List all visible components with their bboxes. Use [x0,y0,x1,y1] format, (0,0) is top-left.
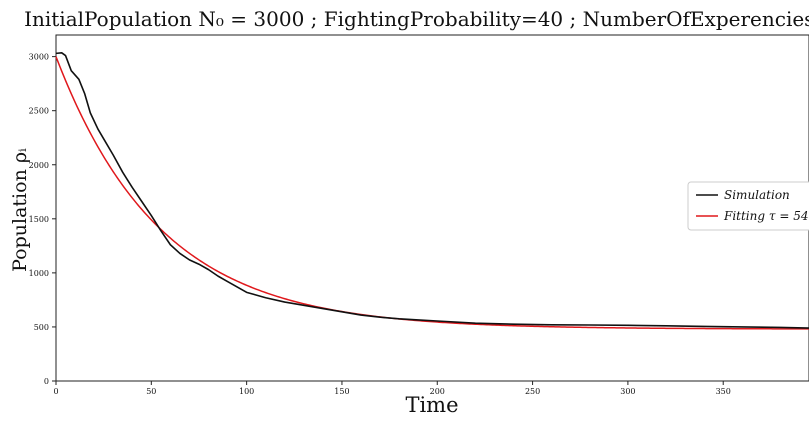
legend-box [687,181,809,231]
legend: Simulation Fitting τ = 54.7 [687,181,809,231]
series-line-simulation [55,52,809,329]
y-tick-label: 2000 [29,161,49,170]
plot-area [55,34,809,382]
x-tick-label: 250 [525,387,540,396]
y-tick-label: 2500 [29,107,49,116]
x-tick-label: 150 [334,387,349,396]
series-line-fitting [55,56,809,330]
y-axis: 0 500 1000 1500 2000 2500 3000 [29,53,56,386]
x-tick-label: 200 [430,387,445,396]
legend-label-fitting: Fitting τ = 54.7 [723,209,809,223]
x-tick-label: 100 [239,387,254,396]
y-axis-label: Population ρᵢ [9,148,31,272]
series-layer [55,52,809,330]
y-tick-label: 1000 [29,269,49,278]
legend-label-simulation: Simulation [724,188,790,202]
x-tick-label: 50 [146,387,156,396]
y-tick-label: 500 [34,323,49,332]
y-tick-label: 1500 [29,215,49,224]
y-tick-label: 0 [44,377,49,386]
chart-title: InitialPopulation N₀ = 3000 ; FightingPr… [24,7,809,31]
x-axis-label: Time [405,393,458,417]
x-tick-label: 300 [620,387,635,396]
x-tick-label: 350 [716,387,731,396]
x-axis: 0 50 100 150 200 250 300 350 [53,381,731,396]
x-tick-label: 0 [53,387,58,396]
y-tick-label: 3000 [29,53,49,62]
